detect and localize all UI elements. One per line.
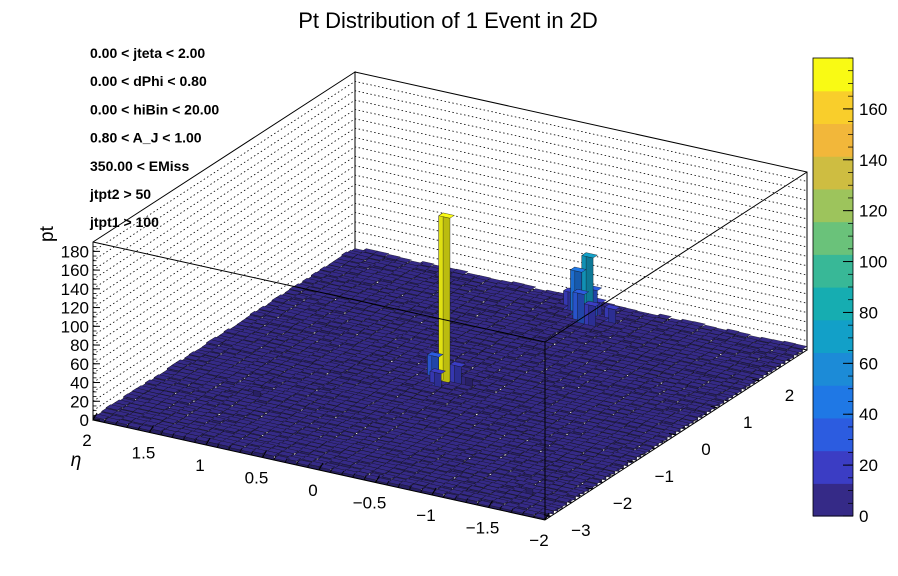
bin-front — [438, 212, 444, 383]
grid-line — [92, 212, 808, 383]
grid-line — [92, 90, 808, 262]
grid-line — [92, 118, 808, 290]
bin-top — [734, 331, 751, 338]
bin-top — [653, 324, 671, 331]
bin-top — [395, 257, 412, 263]
grid-line — [92, 174, 808, 346]
bin-top — [470, 277, 487, 284]
bin-top — [700, 324, 718, 331]
bin-top — [384, 254, 401, 260]
grid-line — [92, 80, 808, 252]
grid-line — [92, 165, 808, 337]
bin-top — [790, 343, 808, 350]
bin-top — [635, 317, 652, 324]
grid-line — [92, 155, 808, 327]
bin-top — [417, 261, 435, 267]
grid-line — [92, 99, 808, 271]
grid-line — [92, 137, 808, 308]
grid-line — [92, 183, 808, 355]
grid-line — [92, 221, 808, 393]
grid-line — [92, 127, 808, 299]
bin-top — [755, 347, 772, 353]
grid-line — [92, 146, 808, 318]
bin-top — [515, 286, 532, 293]
grid-line — [92, 109, 808, 280]
bin-top — [655, 313, 672, 320]
bin-top — [361, 248, 379, 255]
grid-line — [92, 193, 808, 365]
chart-title: Pt Distribution of 1 Event in 2D — [298, 8, 598, 33]
grid-line — [92, 230, 808, 402]
bin-top — [544, 298, 562, 304]
grid-planes — [92, 71, 808, 421]
grid-line — [92, 240, 808, 411]
bin-top — [341, 251, 359, 258]
bins — [92, 212, 808, 521]
bin-top — [368, 254, 385, 261]
bin-top — [628, 311, 645, 318]
bin-top — [352, 254, 370, 261]
bin-top — [485, 278, 503, 284]
